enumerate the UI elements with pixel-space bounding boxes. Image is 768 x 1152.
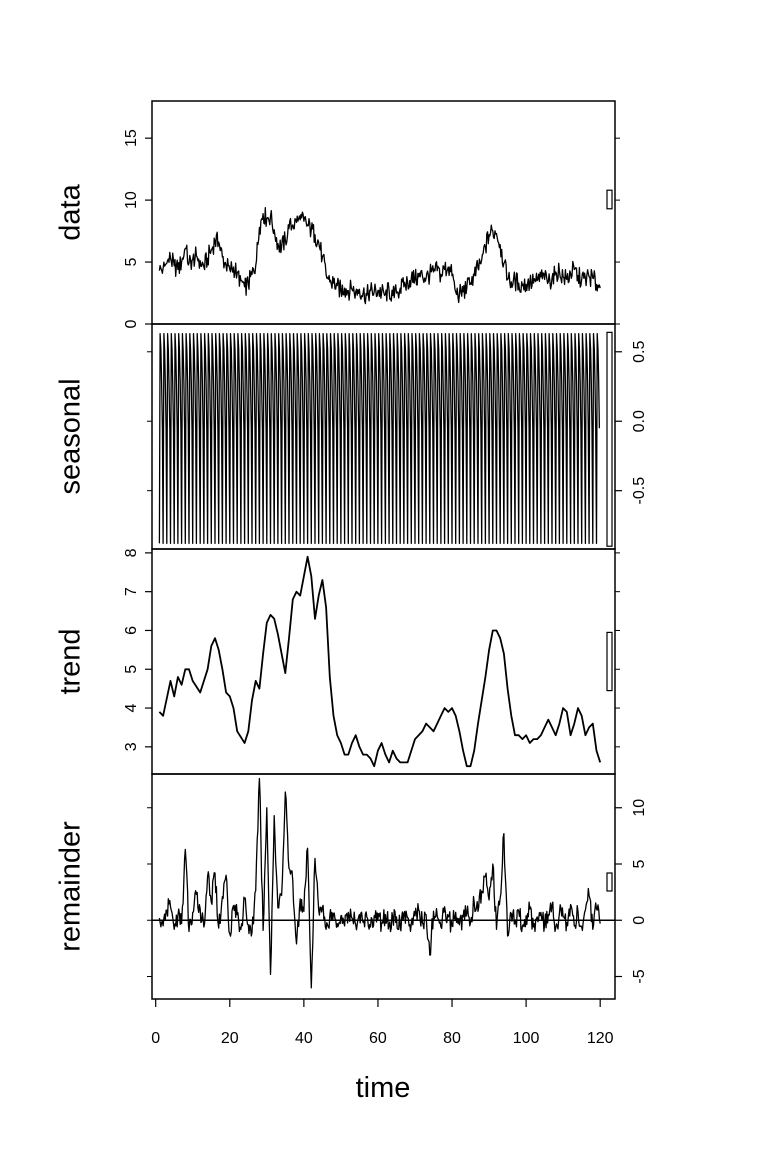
y-tick-label: 10 xyxy=(123,191,140,209)
panels-group: 0 5 10 15 data -0.5 0.0 0.5 seasonal 3 4 5 6 7 8 trend -… xyxy=(55,100,648,1000)
series-line-data xyxy=(158,206,601,305)
panel-remainder: -5 0 5 10 remainder xyxy=(55,773,648,1000)
series-group xyxy=(158,777,601,989)
panel-label-remainder: remainder xyxy=(55,821,87,952)
y-tick-label: 4 xyxy=(123,704,140,713)
series-line-seasonal xyxy=(158,333,601,545)
y-tick-label: 0.5 xyxy=(631,341,648,363)
series-line-trend xyxy=(158,555,602,768)
y-axis-remainder: -5 0 5 10 xyxy=(147,799,648,984)
series-group xyxy=(158,555,602,768)
range-bar xyxy=(606,331,613,547)
range-bar xyxy=(606,189,613,210)
x-tick-label: 80 xyxy=(443,1030,461,1047)
y-tick-label: 7 xyxy=(123,587,140,596)
y-tick-label: -0.5 xyxy=(631,477,648,505)
x-tick-label: 60 xyxy=(369,1030,387,1047)
panel-label-seasonal: seasonal xyxy=(55,378,87,494)
y-axis-seasonal: -0.5 0.0 0.5 xyxy=(147,341,648,505)
panel-frame xyxy=(151,773,616,1000)
range-bar xyxy=(606,631,613,692)
y-tick-label: 15 xyxy=(123,129,140,147)
x-tick-label: 0 xyxy=(151,1030,160,1047)
y-axis-data: 0 5 10 15 xyxy=(123,129,620,328)
y-tick-label: 10 xyxy=(631,799,648,817)
panel-data: 0 5 10 15 data xyxy=(55,100,620,328)
x-axis: 0 20 40 60 80 100 120 xyxy=(151,999,614,1047)
y-tick-label: 0 xyxy=(123,319,140,328)
x-axis-title: time xyxy=(356,1072,411,1104)
x-tick-label: 100 xyxy=(513,1030,540,1047)
panel-label-data: data xyxy=(55,183,87,240)
y-tick-label: 6 xyxy=(123,626,140,635)
y-tick-label: 5 xyxy=(123,665,140,674)
series-line-remainder xyxy=(158,777,601,989)
range-bar xyxy=(606,872,613,892)
x-tick-label: 120 xyxy=(587,1030,614,1047)
y-axis-trend: 3 4 5 6 7 8 xyxy=(123,548,620,751)
y-tick-label: 0 xyxy=(631,916,648,925)
series-group xyxy=(158,333,601,545)
y-tick-label: 8 xyxy=(123,548,140,557)
y-tick-label: 0.0 xyxy=(631,410,648,432)
panel-seasonal: -0.5 0.0 0.5 seasonal xyxy=(55,323,648,550)
series-group xyxy=(158,206,601,305)
y-tick-label: 5 xyxy=(631,859,648,868)
x-tick-label: 40 xyxy=(295,1030,313,1047)
y-tick-label: 3 xyxy=(123,742,140,751)
panel-trend: 3 4 5 6 7 8 trend xyxy=(55,548,620,775)
x-tick-label: 20 xyxy=(221,1030,239,1047)
y-tick-label: -5 xyxy=(631,969,648,983)
panel-label-trend: trend xyxy=(55,628,87,694)
y-tick-label: 5 xyxy=(123,258,140,267)
